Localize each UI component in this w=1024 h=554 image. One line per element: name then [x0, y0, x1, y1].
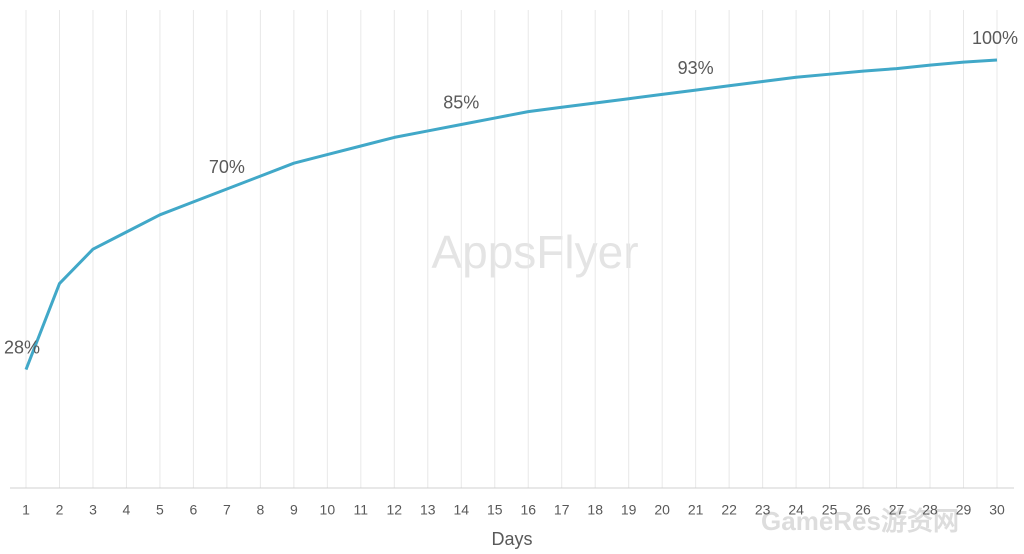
x-tick-label: 7 — [223, 502, 231, 518]
x-tick-label: 18 — [587, 502, 603, 518]
x-tick-label: 9 — [290, 502, 298, 518]
x-tick-label: 28 — [922, 502, 938, 518]
x-tick-label: 8 — [256, 502, 264, 518]
data-label: 70% — [209, 157, 245, 177]
x-tick-label: 21 — [688, 502, 704, 518]
x-tick-label: 26 — [855, 502, 871, 518]
data-label: 93% — [678, 58, 714, 78]
x-tick-label: 12 — [387, 502, 403, 518]
x-tick-label: 3 — [89, 502, 97, 518]
x-tick-label: 4 — [123, 502, 131, 518]
x-tick-label: 19 — [621, 502, 637, 518]
x-tick-label: 14 — [453, 502, 469, 518]
x-tick-label: 5 — [156, 502, 164, 518]
x-tick-label: 17 — [554, 502, 570, 518]
x-tick-label: 22 — [721, 502, 737, 518]
x-tick-label: 30 — [989, 502, 1005, 518]
x-tick-label: 23 — [755, 502, 771, 518]
x-tick-label: 16 — [520, 502, 536, 518]
x-tick-label: 24 — [788, 502, 804, 518]
data-label: 100% — [972, 28, 1018, 48]
x-tick-label: 2 — [56, 502, 64, 518]
data-label: 85% — [443, 92, 479, 112]
x-tick-label: 10 — [320, 502, 336, 518]
x-tick-label: 15 — [487, 502, 503, 518]
x-tick-label: 11 — [354, 502, 369, 518]
x-tick-label: 29 — [956, 502, 972, 518]
line — [24, 58, 998, 371]
watermark: GameRes游资网 — [761, 506, 959, 536]
x-tick-label: 27 — [889, 502, 905, 518]
x-axis-title: Days — [491, 529, 532, 549]
data-label: 28% — [4, 337, 40, 357]
x-tick-label: 20 — [654, 502, 670, 518]
watermark: AppsFlyer — [431, 226, 638, 278]
x-tick-label: 1 — [22, 502, 30, 518]
x-tick-label: 25 — [822, 502, 838, 518]
x-tick-label: 13 — [420, 502, 436, 518]
x-tick-label: 6 — [190, 502, 198, 518]
